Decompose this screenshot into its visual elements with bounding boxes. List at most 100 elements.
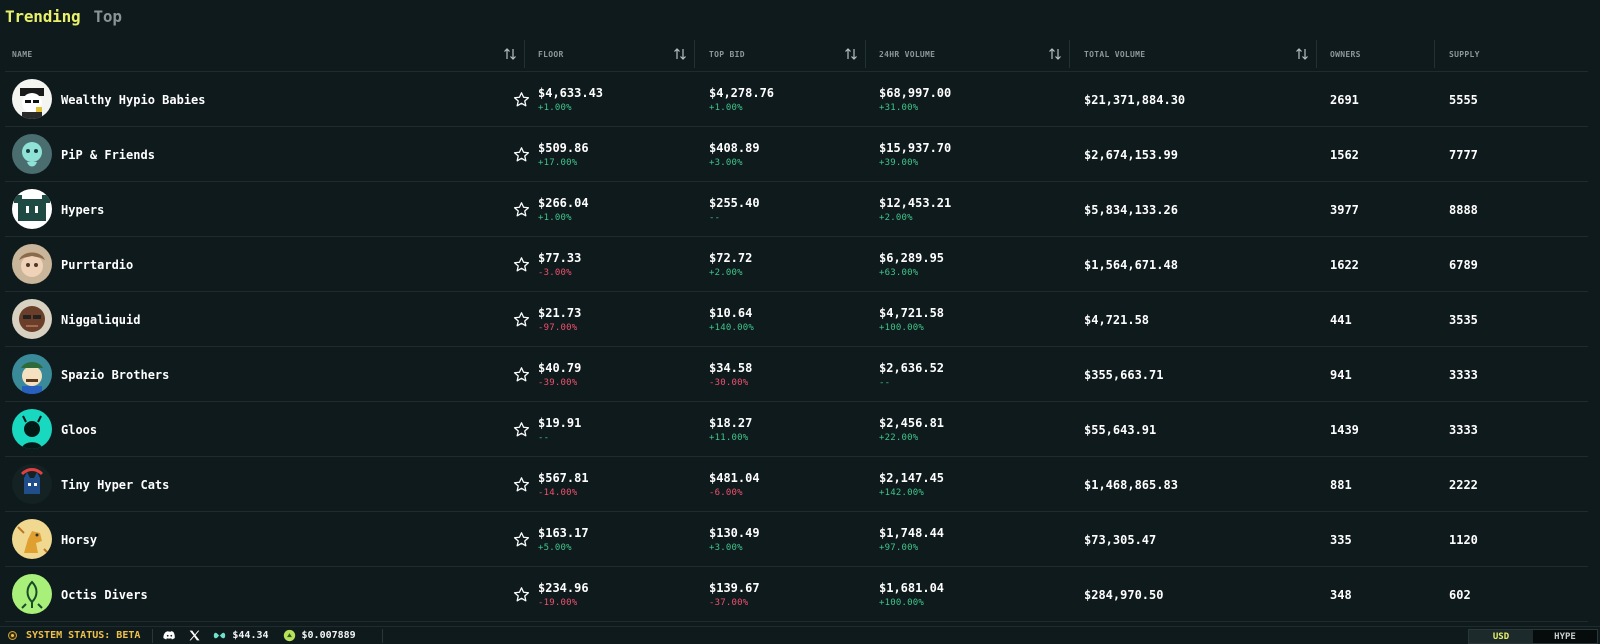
supply-cell: 3333	[1449, 347, 1478, 402]
hyperliquid-logo-icon	[214, 632, 226, 639]
star-icon[interactable]	[513, 311, 530, 328]
octis-avatar	[12, 574, 52, 614]
table-row[interactable]: Niggaliquid $21.73 -97.00% $10.64 +140.0…	[5, 292, 1588, 347]
top-bid-change: +1.00%	[709, 103, 743, 113]
volume-24hr-cell: $6,289.95 +63.00%	[879, 237, 944, 292]
top-bid-cell: $72.72 +2.00%	[709, 237, 752, 292]
supply-cell: 1120	[1449, 512, 1478, 567]
tab-top[interactable]: Top	[93, 7, 122, 26]
pip-avatar	[12, 134, 52, 174]
owners-value: 1562	[1330, 147, 1359, 162]
volume-24hr-value: $1,681.04	[879, 581, 945, 595]
top-bid-cell: $34.58 -30.00%	[709, 347, 752, 402]
total-volume-value: $1,468,865.83	[1084, 477, 1178, 492]
total-volume-value: $2,674,153.99	[1084, 147, 1178, 162]
floor-price: $163.17	[538, 526, 589, 540]
supply-value: 6789	[1449, 257, 1478, 272]
column-header-floor[interactable]: FLOOR	[538, 49, 564, 59]
table-row[interactable]: Spazio Brothers $40.79 -39.00% $34.58 -3…	[5, 347, 1588, 402]
table-row[interactable]: Hypers $266.04 +1.00% $255.40 -- $12,453…	[5, 182, 1588, 237]
star-icon[interactable]	[513, 531, 530, 548]
top-bid-price: $408.89	[709, 141, 760, 155]
star-icon[interactable]	[513, 586, 530, 603]
floor-price: $567.81	[538, 471, 589, 485]
collection-name[interactable]: Tiny Hyper Cats	[61, 477, 170, 492]
total-volume-cell: $284,970.50	[1084, 567, 1163, 622]
x-twitter-icon[interactable]	[188, 629, 201, 642]
volume-24hr-cell: $15,937.70 +39.00%	[879, 127, 951, 182]
table-row[interactable]: Gloos $19.91 -- $18.27 +11.00% $2,456.81…	[5, 402, 1588, 457]
sort-icon[interactable]	[1295, 47, 1309, 61]
volume-24hr-cell: $12,453.21 +2.00%	[879, 182, 951, 237]
floor-price: $77.33	[538, 251, 582, 265]
table-body: Wealthy Hypio Babies $4,633.43 +1.00% $4…	[5, 72, 1588, 622]
collection-name[interactable]: Niggaliquid	[61, 312, 141, 327]
top-bid-price: $72.72	[709, 251, 753, 265]
top-bid-change: +11.00%	[709, 433, 749, 443]
tab-trending[interactable]: Trending	[5, 7, 81, 26]
currency-usd-option[interactable]: USD	[1469, 630, 1533, 643]
star-icon[interactable]	[513, 256, 530, 273]
hypio-avatar	[12, 79, 52, 119]
collection-name[interactable]: Wealthy Hypio Babies	[61, 92, 206, 107]
collection-name[interactable]: Purrtardio	[61, 257, 134, 272]
collection-name[interactable]: Hypers	[61, 202, 105, 217]
sort-icon[interactable]	[1048, 47, 1062, 61]
sort-icon[interactable]	[503, 47, 517, 61]
star-icon[interactable]	[513, 91, 530, 108]
floor-cell: $77.33 -3.00%	[538, 237, 581, 292]
owners-value: 335	[1330, 532, 1352, 547]
column-header-24hr-volume[interactable]: 24HR VOLUME	[879, 49, 936, 59]
purrtardio-avatar	[12, 244, 52, 284]
collection-name[interactable]: PiP & Friends	[61, 147, 155, 162]
floor-cell: $40.79 -39.00%	[538, 347, 581, 402]
owners-cell: 348	[1330, 567, 1352, 622]
volume-24hr-value: $2,636.52	[879, 361, 945, 375]
table-row[interactable]: Octis Divers $234.96 -19.00% $139.67 -37…	[5, 567, 1588, 622]
column-header-name[interactable]: NAME	[12, 49, 33, 59]
column-header-supply[interactable]: SUPPLY	[1449, 49, 1480, 59]
star-icon[interactable]	[513, 421, 530, 438]
owners-value: 1439	[1330, 422, 1359, 437]
top-bid-cell: $10.64 +140.00%	[709, 292, 754, 347]
collection-name[interactable]: Octis Divers	[61, 587, 148, 602]
sort-icon[interactable]	[673, 47, 687, 61]
collection-name[interactable]: Spazio Brothers	[61, 367, 170, 382]
floor-change: +1.00%	[538, 213, 572, 223]
top-bid-cell: $4,278.76 +1.00%	[709, 72, 774, 127]
table-row[interactable]: Wealthy Hypio Babies $4,633.43 +1.00% $4…	[5, 72, 1588, 127]
volume-24hr-value: $6,289.95	[879, 251, 945, 265]
volume-24hr-cell: $4,721.58 +100.00%	[879, 292, 944, 347]
star-icon[interactable]	[513, 146, 530, 163]
top-bid-cell: $408.89 +3.00%	[709, 127, 760, 182]
total-volume-value: $73,305.47	[1084, 532, 1157, 547]
collection-name[interactable]: Horsy	[61, 532, 98, 547]
volume-24hr-value: $2,456.81	[879, 416, 945, 430]
floor-price: $21.73	[538, 306, 582, 320]
column-header-top-bid[interactable]: TOP BID	[709, 49, 745, 59]
collection-name[interactable]: Gloos	[61, 422, 98, 437]
supply-cell: 3535	[1449, 292, 1478, 347]
status-bar: SYSTEM STATUS: BETA $44.34 $0.007889 USD…	[0, 626, 1600, 644]
currency-hype-option[interactable]: HYPE	[1533, 630, 1597, 643]
discord-icon[interactable]	[163, 629, 176, 642]
supply-value: 3333	[1449, 422, 1478, 437]
table-row[interactable]: Horsy $163.17 +5.00% $130.49 +3.00% $1,7…	[5, 512, 1588, 567]
column-header-owners[interactable]: OWNERS	[1330, 49, 1361, 59]
top-bid-price: $255.40	[709, 196, 760, 210]
table-row[interactable]: Purrtardio $77.33 -3.00% $72.72 +2.00% $…	[5, 237, 1588, 292]
supply-cell: 3333	[1449, 402, 1478, 457]
column-header-total-volume[interactable]: TOTAL VOLUME	[1084, 49, 1146, 59]
horsy-avatar	[12, 519, 52, 559]
column-divider	[1316, 40, 1317, 68]
star-icon[interactable]	[513, 201, 530, 218]
floor-price: $4,633.43	[538, 86, 604, 100]
table-row[interactable]: PiP & Friends $509.86 +17.00% $408.89 +3…	[5, 127, 1588, 182]
floor-price: $19.91	[538, 416, 582, 430]
star-icon[interactable]	[513, 366, 530, 383]
volume-24hr-change: --	[879, 378, 891, 388]
sort-icon[interactable]	[844, 47, 858, 61]
top-bid-price: $10.64	[709, 306, 753, 320]
star-icon[interactable]	[513, 476, 530, 493]
table-row[interactable]: Tiny Hyper Cats $567.81 -14.00% $481.04 …	[5, 457, 1588, 512]
